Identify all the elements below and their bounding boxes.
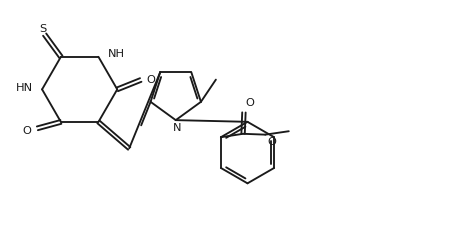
Text: N: N <box>173 122 181 132</box>
Text: HN: HN <box>15 83 33 93</box>
Text: NH: NH <box>108 49 125 59</box>
Text: O: O <box>267 137 276 147</box>
Text: S: S <box>39 24 46 34</box>
Text: O: O <box>23 125 31 135</box>
Text: O: O <box>246 97 255 107</box>
Text: O: O <box>147 75 156 85</box>
